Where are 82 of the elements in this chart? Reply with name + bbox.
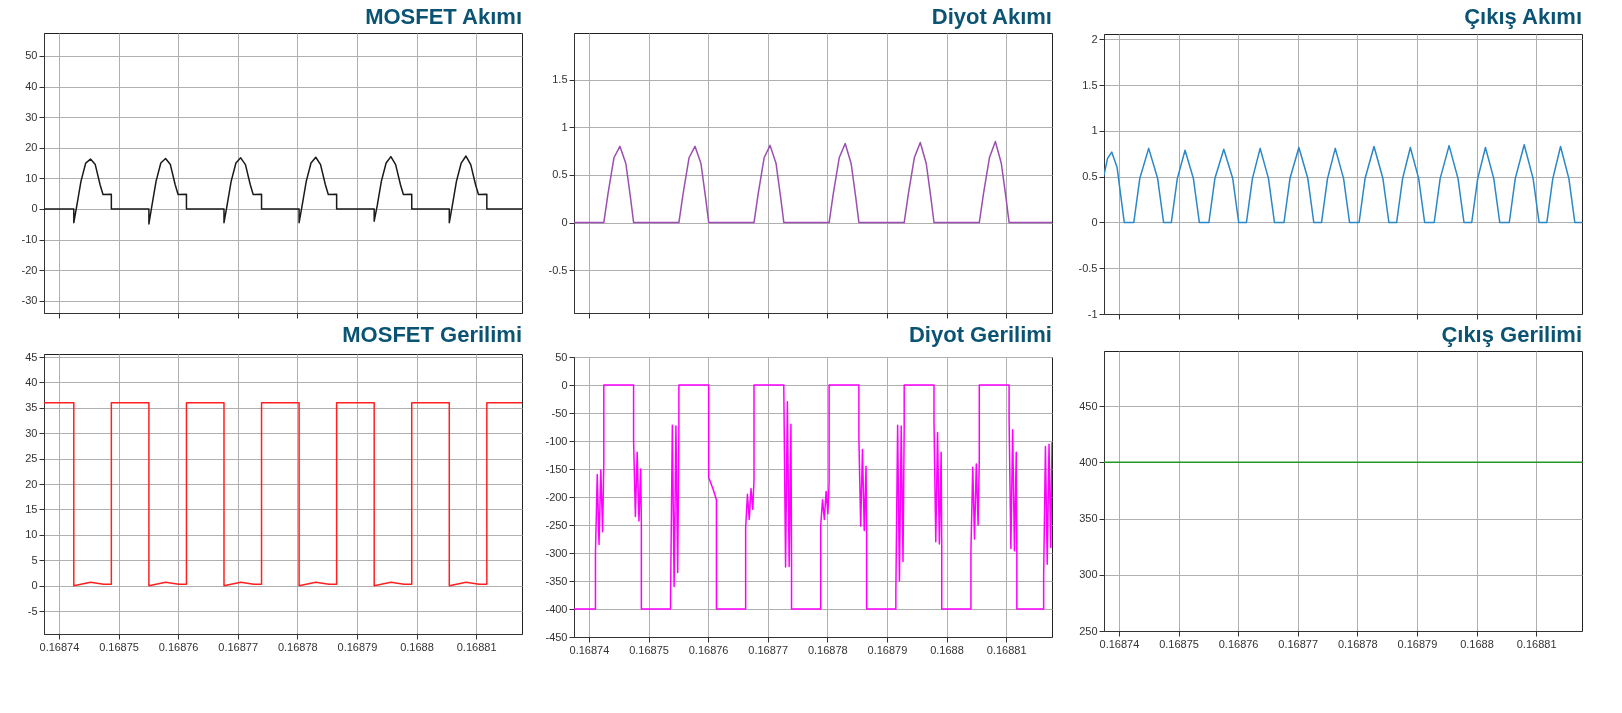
y-tick-label: 0 [561,378,568,391]
x-tick-label: 0.16879 [337,640,378,653]
x-tick-label: 0.16877 [748,643,789,656]
y-tick-label: 450 [1079,399,1098,412]
y-tick-label: 10 [25,528,38,541]
y-tick-label: -1 [1087,307,1098,320]
y-tick-label: 20 [25,141,38,154]
x-tick-label: 0.16879 [867,643,908,656]
y-tick-label: 1 [561,120,568,133]
y-tick-label: 300 [1079,568,1098,581]
line-series [44,402,522,587]
y-tick-label: 40 [25,375,38,388]
y-tick-label: -100 [545,434,568,447]
y-tick-label: -5 [27,604,38,617]
y-tick-label: 50 [25,49,38,62]
y-tick-label: 25 [25,452,38,465]
y-tick-label: -300 [545,546,568,559]
chart-title: Çıkış Akımı [1464,4,1582,30]
x-tick-label: 0.16874 [39,640,80,653]
y-tick-label: 30 [25,110,38,123]
x-tick-label: 0.16877 [218,640,259,653]
y-tick-label: 1.5 [1082,78,1098,91]
y-tick-label: -150 [545,462,568,475]
y-tick-label: -0.5 [548,263,568,276]
x-tick-label: 0.16876 [688,643,729,656]
x-tick-label: 0.16881 [456,640,497,653]
y-tick-label: 20 [25,477,38,490]
y-tick-label: 400 [1079,455,1098,468]
line-series [574,384,1052,610]
x-tick-label: 0.16876 [1218,637,1259,650]
y-tick-label: 30 [25,426,38,439]
y-tick-label: -50 [551,406,568,419]
y-tick-label: 1.5 [552,73,568,86]
x-tick-label: 0.16877 [1278,637,1319,650]
x-tick-label: 0.16878 [277,640,318,653]
y-tick-label: 350 [1079,512,1098,525]
y-tick-label: -200 [545,490,568,503]
y-tick-label: 0 [561,216,568,229]
x-tick-label: 0.1688 [1460,637,1494,650]
y-tick-label: -10 [21,233,38,246]
y-tick-label: 0.5 [552,168,568,181]
x-tick-label: 0.16878 [807,643,848,656]
x-tick-label: 0.1688 [930,643,964,656]
chart-title: MOSFET Gerilimi [342,322,522,348]
x-tick-label: 0.16874 [569,643,610,656]
y-tick-label: -250 [545,518,568,531]
line-series [1104,143,1582,224]
y-tick-label: -400 [545,602,568,615]
x-tick-label: 0.16875 [1159,637,1199,650]
y-tick-label: 45 [25,350,38,363]
y-tick-label: 0 [31,202,38,215]
y-tick-label: 0 [31,579,38,592]
y-tick-label: -450 [545,630,568,643]
y-tick-label: -20 [21,263,38,276]
y-tick-label: -0.5 [1078,261,1098,274]
x-tick-label: 0.16881 [1516,637,1557,650]
x-tick-label: 0.16876 [158,640,199,653]
y-tick-label: 35 [25,401,38,414]
y-tick-label: 2 [1091,32,1098,45]
y-tick-label: 0.5 [1082,170,1098,183]
y-tick-label: 0 [1091,216,1098,228]
y-tick-label: 10 [25,171,38,184]
x-tick-label: 0.1688 [400,640,434,653]
y-tick-label: -30 [21,294,38,307]
y-tick-label: 250 [1079,624,1098,637]
y-tick-label: 15 [25,503,38,515]
y-tick-label: 40 [25,80,38,93]
x-tick-label: 0.16875 [99,640,139,653]
y-tick-label: 1 [1091,124,1098,137]
chart-title: MOSFET Akımı [365,4,522,29]
line-series [574,140,1052,224]
chart-title: Diyot Akımı [931,4,1052,29]
x-tick-label: 0.16878 [1337,637,1378,650]
x-tick-label: 0.16875 [629,643,669,656]
chart-title: Diyot Gerilimi [908,322,1052,347]
y-tick-label: 5 [31,553,38,566]
chart-title: Çıkış Gerilimi [1441,322,1582,347]
x-tick-label: 0.16881 [986,643,1027,656]
y-tick-label: 50 [555,350,568,363]
y-tick-label: -350 [545,574,568,587]
x-tick-label: 0.16879 [1397,637,1438,650]
x-tick-label: 0.16874 [1099,637,1140,650]
